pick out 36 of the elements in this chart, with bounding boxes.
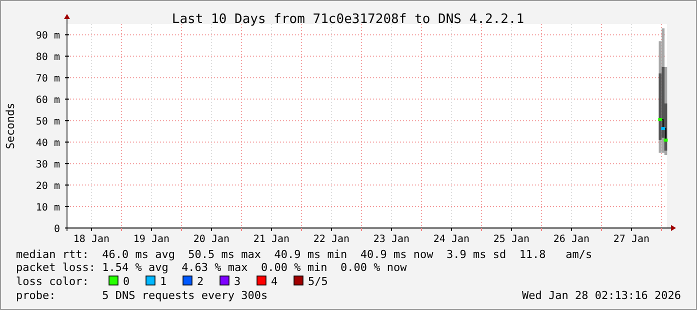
y-tick-label: 40 m: [36, 138, 60, 150]
text: probe: 5 DNS requests every 300s: [16, 289, 268, 302]
y-tick-label: 50 m: [36, 116, 60, 128]
text: Wed Jan 28 02:13:16 2026: [522, 289, 681, 302]
x-tick-label: 22 Jan: [313, 234, 350, 245]
x-tick-label: 18 Jan: [73, 234, 110, 245]
x-tick-label: 26 Jan: [553, 234, 590, 245]
legend-label: 3: [234, 275, 241, 288]
point: [658, 118, 662, 122]
y-axis-title: Seconds: [4, 102, 17, 150]
x-tick-label: 23 Jan: [373, 234, 410, 245]
y-tick-label: 90 m: [36, 30, 60, 42]
legend-title: loss color:: [16, 275, 89, 288]
y-tick-label: 10 m: [36, 202, 60, 214]
x-tick-label: 27 Jan: [613, 234, 650, 245]
y-tick-label: 0: [54, 224, 60, 235]
legend-label: 1: [160, 275, 167, 288]
text: packet loss: 1.54 % avg 4.63 % max 0.00 % min 0.00 % now: [16, 261, 408, 274]
legend-label: 0: [123, 275, 130, 288]
x-tick-label: 20 Jan: [193, 234, 230, 245]
legend-label: 4: [271, 275, 278, 288]
y-tick-label: 80 m: [36, 52, 60, 64]
chart-title: Last 10 Days from 71c0e317208f to DNS 4.2.2.1: [172, 12, 524, 27]
y-tick-label: 20 m: [36, 181, 60, 192]
y-tick-label: 30 m: [36, 160, 60, 171]
legend-label: 2: [197, 275, 204, 288]
x-tick-label: 25 Jan: [493, 234, 530, 245]
text: median rtt: 46.0 ms avg 50.5 ms max 40.9 ms min 40.9 ms now 3.9 ms sd 11.8 am/s: [16, 248, 592, 261]
y-tick-label: 70 m: [36, 74, 60, 85]
point: [661, 127, 666, 130]
x-tick-label: 24 Jan: [433, 234, 470, 245]
x-tick-label: 19 Jan: [133, 234, 170, 245]
legend-label: 5/5: [308, 275, 328, 288]
y-tick-label: 60 m: [36, 95, 60, 106]
x-tick-label: 21 Jan: [253, 234, 290, 245]
point: [664, 138, 668, 142]
